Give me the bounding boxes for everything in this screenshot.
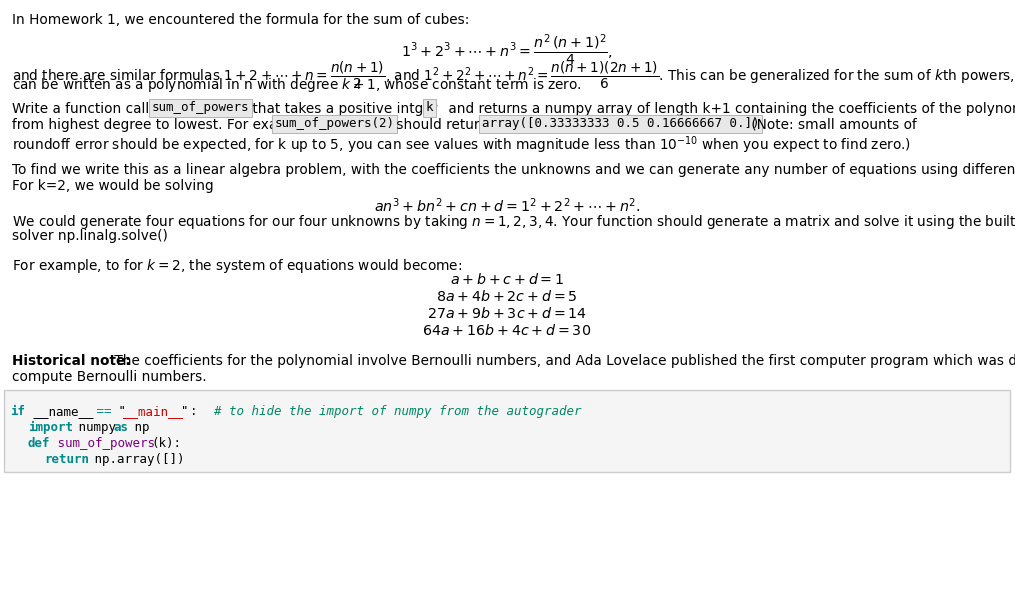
Text: can be written as a polynomial in n with degree $k + 1$, whose constant term is : can be written as a polynomial in n with… bbox=[12, 76, 582, 94]
Text: :: : bbox=[190, 405, 198, 418]
Text: The coefficients for the polynomial involve Bernoulli numbers, and Ada Lovelace : The coefficients for the polynomial invo… bbox=[110, 354, 1015, 368]
Text: $64a + 16b + 4c + d = 30$: $64a + 16b + 4c + d = 30$ bbox=[422, 323, 592, 338]
Text: roundoff error should be expected, for k up to 5, you can see values with magnit: roundoff error should be expected, for k… bbox=[12, 134, 911, 156]
Text: from highest degree to lowest. For example,: from highest degree to lowest. For examp… bbox=[12, 118, 321, 132]
Text: $27a + 9b + 3c + d = 14$: $27a + 9b + 3c + d = 14$ bbox=[427, 306, 587, 321]
Text: sum_of_powers: sum_of_powers bbox=[152, 101, 250, 114]
Text: should return: should return bbox=[392, 118, 492, 132]
Text: For example, to for $k = 2$, the system of equations would become:: For example, to for $k = 2$, the system … bbox=[12, 257, 463, 275]
Text: and there are similar formulas $1 + 2 + \cdots + n = \dfrac{n(n+1)}{2}$, and $1^: and there are similar formulas $1 + 2 + … bbox=[12, 60, 1015, 91]
Text: np.array([]): np.array([]) bbox=[87, 453, 185, 466]
Text: Write a function called: Write a function called bbox=[12, 102, 171, 116]
Text: compute Bernoulli numbers.: compute Bernoulli numbers. bbox=[12, 370, 207, 384]
Text: sum_of_powers(2): sum_of_powers(2) bbox=[275, 117, 395, 130]
Text: ": " bbox=[111, 405, 126, 418]
Text: array([0.33333333 0.5 0.16666667 0.]): array([0.33333333 0.5 0.16666667 0.]) bbox=[482, 117, 759, 130]
Text: ==: == bbox=[89, 405, 112, 418]
Text: We could generate four equations for our four unknowns by taking $n = 1, 2, 3, 4: We could generate four equations for our… bbox=[12, 213, 1015, 231]
Text: k: k bbox=[426, 101, 433, 114]
Text: import: import bbox=[28, 421, 73, 434]
Text: (Note: small amounts of: (Note: small amounts of bbox=[747, 118, 917, 132]
Text: # to hide the import of numpy from the autograder: # to hide the import of numpy from the a… bbox=[199, 405, 582, 418]
Text: (k):: (k): bbox=[151, 437, 181, 450]
FancyBboxPatch shape bbox=[4, 390, 1010, 472]
Text: __main__: __main__ bbox=[123, 405, 183, 418]
Text: sum_of_powers: sum_of_powers bbox=[50, 437, 155, 450]
Text: numpy: numpy bbox=[71, 421, 124, 434]
Text: In Homework 1, we encountered the formula for the sum of cubes:: In Homework 1, we encountered the formul… bbox=[12, 13, 469, 27]
Text: solver np.linalg.solve(): solver np.linalg.solve() bbox=[12, 229, 167, 243]
Text: np: np bbox=[127, 421, 149, 434]
Text: $1^3 + 2^3 + \cdots + n^3 = \dfrac{n^2\,(n + 1)^2}{4},$: $1^3 + 2^3 + \cdots + n^3 = \dfrac{n^2\,… bbox=[401, 33, 613, 68]
Text: ": " bbox=[181, 405, 189, 418]
Text: For k=2, we would be solving: For k=2, we would be solving bbox=[12, 179, 213, 193]
Text: that takes a positive intger: that takes a positive intger bbox=[248, 102, 442, 116]
Text: as: as bbox=[113, 421, 128, 434]
Text: return: return bbox=[44, 453, 89, 466]
Text: and returns a numpy array of length k+1 containing the coefficients of the polyn: and returns a numpy array of length k+1 … bbox=[444, 102, 1015, 116]
Text: $an^3 + bn^2 + cn + d = 1^2 + 2^2 + \cdots + n^2.$: $an^3 + bn^2 + cn + d = 1^2 + 2^2 + \cdo… bbox=[374, 196, 640, 214]
Text: __name__: __name__ bbox=[26, 405, 93, 418]
Text: To find we write this as a linear algebra problem, with the coefficients the unk: To find we write this as a linear algebr… bbox=[12, 163, 1015, 177]
Text: Historical note:: Historical note: bbox=[12, 354, 131, 368]
Text: def: def bbox=[28, 437, 51, 450]
Text: $8a + 4b + 2c + d = 5$: $8a + 4b + 2c + d = 5$ bbox=[436, 289, 578, 304]
Text: $a + b + c + d = 1$: $a + b + c + d = 1$ bbox=[450, 272, 564, 287]
Text: if: if bbox=[10, 405, 25, 418]
